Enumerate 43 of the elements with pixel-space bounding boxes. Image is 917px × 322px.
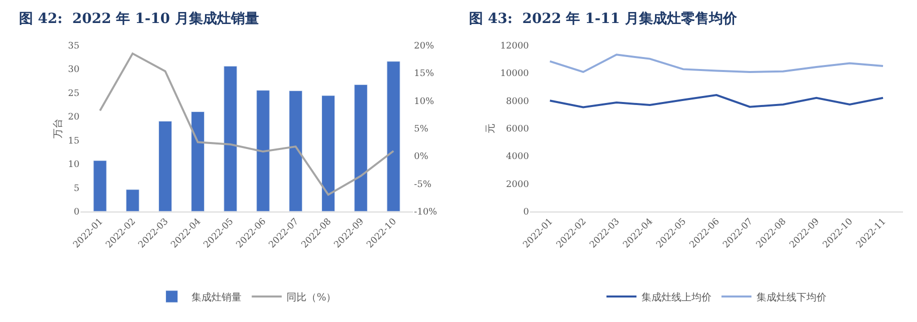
- y-tick-label: 8000: [506, 96, 530, 107]
- bar: [288, 90, 302, 212]
- y2-tick-label: 20%: [414, 41, 435, 52]
- y-axis-title: 万台: [52, 118, 64, 138]
- y-tick-label: 2000: [506, 180, 530, 190]
- legend-label: 集成灶销量: [192, 291, 242, 304]
- y-tick-label: 10000: [500, 69, 530, 80]
- y2-tick-label: 0%: [414, 152, 429, 162]
- y2-tick-label: 5%: [414, 124, 429, 134]
- y-tick-label: 5: [74, 184, 80, 194]
- y-tick-label: 12000: [500, 41, 530, 52]
- y-axis-title: 元: [485, 123, 496, 134]
- bar: [386, 61, 400, 212]
- legend-label: 同比（%）: [286, 291, 336, 304]
- y2-tick-label: -5%: [414, 180, 432, 190]
- chart-title: 图 42: 2022 年 1-10 月集成灶销量: [19, 11, 259, 27]
- bar: [321, 95, 336, 212]
- y-tick-label: 35: [68, 41, 80, 52]
- y-tick-label: 0: [523, 207, 530, 218]
- bar: [93, 160, 107, 212]
- bar: [191, 111, 205, 212]
- y-tick-label: 4000: [506, 152, 530, 162]
- y-tick-label: 15: [68, 136, 80, 146]
- bar: [224, 66, 238, 212]
- bar: [158, 120, 172, 212]
- y-tick-label: 6000: [506, 124, 530, 134]
- legend-label: 集成灶线下均价: [756, 291, 826, 304]
- bar: [256, 90, 270, 212]
- y-tick-label: 30: [68, 65, 80, 76]
- bar: [126, 189, 140, 212]
- line-series: [98, 52, 394, 196]
- y-tick-label: 0: [74, 207, 80, 218]
- chart-title: 图 43: 2022 年 1-11 月集成灶零售均价: [469, 11, 738, 27]
- legend-label: 集成灶线上均价: [641, 291, 712, 304]
- y-tick-label: 10: [68, 160, 80, 170]
- y2-tick-label: -10%: [414, 207, 438, 218]
- line-series: [548, 94, 884, 108]
- bar: [354, 84, 368, 212]
- y-tick-label: 25: [68, 88, 80, 99]
- line-series: [548, 54, 884, 73]
- y2-tick-label: 15%: [414, 69, 435, 80]
- y2-tick-label: 10%: [414, 96, 435, 107]
- y-tick-label: 20: [68, 112, 80, 123]
